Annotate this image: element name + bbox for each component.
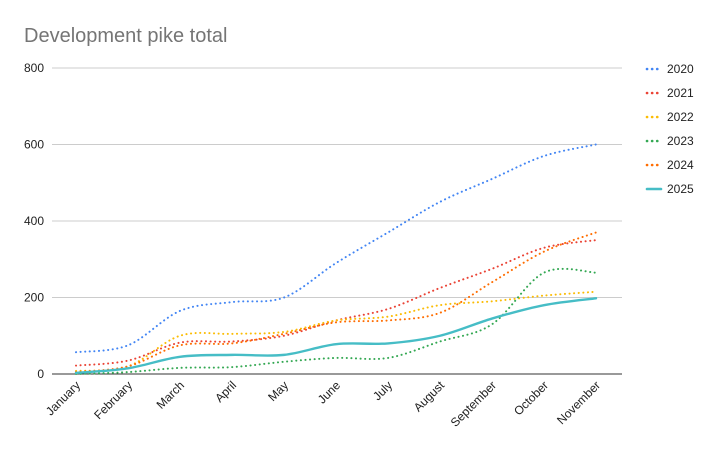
- legend-label: 2021: [667, 86, 694, 100]
- series-line-2020: [75, 143, 597, 354]
- legend-label: 2023: [667, 134, 694, 148]
- x-tick-label: June: [315, 378, 344, 407]
- x-tick-label: May: [265, 378, 291, 404]
- gridlines: [52, 67, 622, 298]
- y-tick-label: 600: [24, 138, 44, 152]
- x-tick-label: November: [554, 378, 603, 427]
- axes: 0 200 400 600 800 January February March April Ma…: [24, 61, 622, 430]
- legend-item-2023[interactable]: 2023: [645, 134, 694, 148]
- legend-item-2024[interactable]: 2024: [645, 158, 694, 172]
- chart-title: Development pike total: [24, 25, 227, 47]
- x-tick-label: September: [448, 378, 499, 429]
- y-tick-label: 400: [24, 214, 44, 228]
- legend-item-2020[interactable]: 2020: [645, 62, 694, 76]
- x-tick-label: January: [43, 378, 83, 418]
- y-tick-label: 200: [24, 291, 44, 305]
- x-tick-label: July: [370, 378, 395, 403]
- series-line-2022: [75, 290, 597, 372]
- legend-label: 2025: [667, 182, 694, 196]
- series-lines: [74, 143, 598, 375]
- x-tick-label: February: [91, 378, 135, 422]
- legend-label: 2022: [667, 110, 694, 124]
- legend-item-2025[interactable]: 2025: [645, 182, 694, 196]
- x-tick-label: March: [154, 378, 187, 411]
- legend-item-2021[interactable]: 2021: [645, 86, 694, 100]
- legend-item-2022[interactable]: 2022: [645, 110, 694, 124]
- legend: 2020 2021 2022 2023 2024 2025: [645, 62, 694, 196]
- series-line-2024: [75, 231, 597, 374]
- legend-label: 2020: [667, 62, 694, 76]
- y-tick-label: 800: [24, 61, 44, 75]
- series-line-2021: [75, 239, 597, 367]
- series-line-2025: [74, 297, 598, 375]
- legend-label: 2024: [667, 158, 694, 172]
- x-tick-label: April: [212, 378, 239, 405]
- x-tick-label: August: [411, 378, 448, 415]
- y-tick-label: 0: [37, 367, 44, 381]
- x-tick-label: October: [511, 378, 551, 418]
